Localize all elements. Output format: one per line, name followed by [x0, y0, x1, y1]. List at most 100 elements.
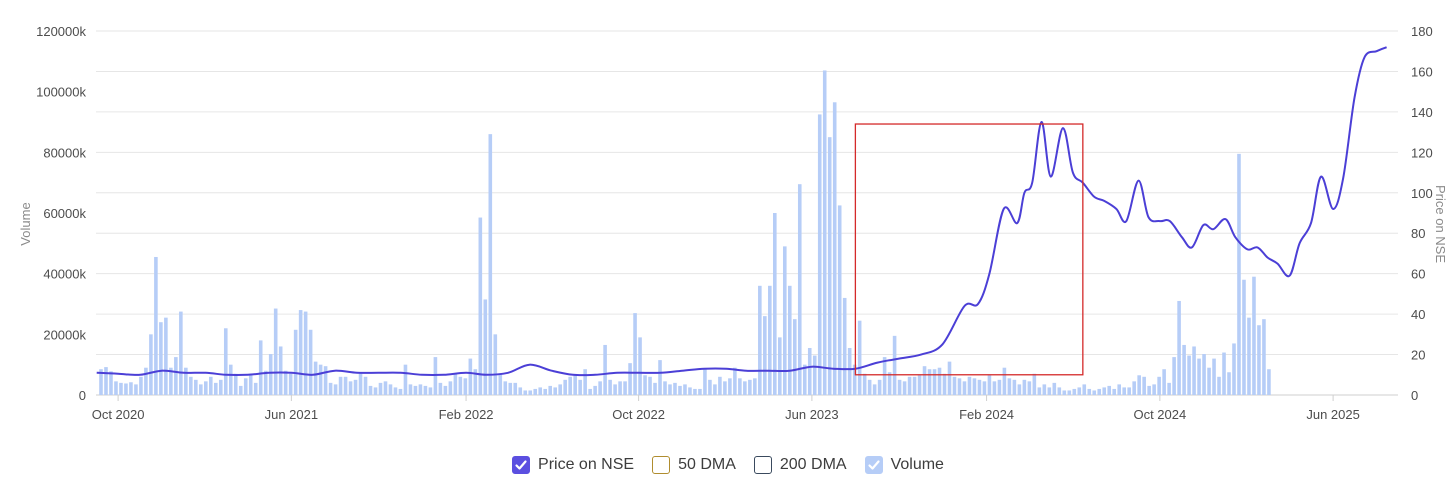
volume-bar [753, 378, 757, 395]
volume-bar [553, 387, 557, 395]
volume-bar [573, 375, 577, 395]
volume-bar [1057, 387, 1062, 395]
volume-bar [423, 385, 428, 395]
volume-bar [947, 361, 952, 395]
volume-bar [443, 385, 448, 395]
volume-bar [568, 376, 572, 395]
volume-bar [792, 319, 797, 395]
volume-bar [1212, 358, 1216, 395]
volume-bar [413, 385, 418, 395]
volume-bar [643, 375, 647, 395]
volume-bar [962, 381, 967, 395]
volume-bar [1107, 385, 1112, 395]
volume-bar [668, 384, 672, 395]
volume-bar [1202, 354, 1206, 395]
volume-bar [159, 322, 163, 395]
volume-bar [1122, 387, 1126, 395]
volume-bar [558, 384, 562, 395]
volume-bar [104, 367, 108, 395]
volume-bar [1187, 355, 1191, 395]
volume-bar [403, 364, 408, 395]
volume-bar [164, 317, 168, 395]
gridlines [96, 30, 1398, 396]
volume-bar [303, 311, 308, 395]
volume-bar [1042, 384, 1047, 395]
legend-item-price[interactable]: Price on NSE [512, 456, 634, 474]
volume-bar [912, 376, 917, 395]
volume-bar [957, 378, 962, 395]
volume-bar [1132, 381, 1136, 395]
volume-bar [618, 381, 622, 395]
volume-bar [243, 378, 248, 395]
volume-bar [782, 246, 787, 395]
volume-bar [1022, 379, 1027, 395]
volume-bar [233, 373, 238, 395]
left-tick-label: 100000k [36, 85, 86, 100]
volume-bar [922, 366, 927, 395]
volume-bar [698, 388, 702, 395]
volume-bar [952, 376, 957, 395]
volume-bar [1242, 279, 1246, 395]
right-tick-label: 120 [1411, 145, 1433, 160]
volume-bar [1052, 382, 1057, 395]
volume-bar [398, 388, 403, 395]
volume-bar [353, 379, 358, 395]
volume-bar [393, 387, 398, 395]
volume-bar [438, 382, 443, 395]
volume-bar [139, 376, 143, 395]
volume-bar [248, 375, 253, 395]
volume-bar [763, 316, 767, 395]
volume-bar [603, 344, 607, 395]
volume-bar [144, 367, 148, 395]
right-axis-ticks: 0 20 40 60 80 100 120 140 160 180 [1411, 24, 1433, 403]
volume-bar [728, 378, 732, 395]
volume-bar [623, 381, 627, 395]
volume-bar [992, 381, 997, 395]
volume-bar [298, 310, 303, 395]
volume-bar [458, 376, 463, 395]
checkbox-checked-icon[interactable] [864, 456, 883, 474]
legend-item-volume[interactable]: Volume [864, 456, 944, 474]
volume-bar [608, 379, 612, 395]
volume-bar [1262, 319, 1266, 395]
volume-bar [154, 256, 158, 395]
volume-bar [184, 367, 188, 395]
volume-bar [837, 205, 842, 395]
volume-bar [1077, 387, 1082, 395]
checkbox-checked-icon[interactable] [512, 456, 531, 474]
volume-bar [533, 388, 538, 395]
y-left-axis-title: Volume [18, 202, 33, 245]
volume-bar [488, 134, 493, 395]
price-lines [96, 46, 1387, 377]
volume-bar [199, 384, 203, 395]
volume-bar [708, 379, 712, 395]
volume-bar [328, 382, 333, 395]
volume-bar [1137, 375, 1141, 395]
volume-bar [1192, 346, 1196, 395]
y-right-axis-title: Price on NSE [1433, 185, 1448, 263]
volume-bar [333, 384, 338, 395]
volume-bar [673, 382, 677, 395]
volume-bar [363, 376, 368, 395]
volume-bar [288, 373, 293, 395]
x-axis-ticks: Oct 2020 Jun 2021 Feb 2022 Oct 2022 Jun 2023… [92, 395, 1360, 422]
volume-bar [273, 308, 278, 395]
checkbox-unchecked-icon[interactable] [753, 456, 772, 474]
legend-label: 50 DMA [678, 456, 736, 473]
volume-bar [528, 390, 533, 395]
volume-bar [468, 358, 473, 395]
volume-bar [852, 364, 857, 395]
volume-bar [448, 381, 453, 395]
volume-bar [453, 373, 458, 395]
legend-item-50-dma[interactable]: 50 DMA [652, 456, 736, 474]
volume-bar [832, 102, 837, 396]
volume-bar [1082, 384, 1087, 395]
right-tick-label: 180 [1411, 24, 1433, 39]
volume-bar [578, 379, 582, 395]
checkbox-unchecked-icon[interactable] [652, 456, 671, 474]
volume-bar [1157, 376, 1161, 395]
volume-bar [1037, 387, 1042, 395]
volume-bar [1097, 388, 1102, 395]
volume-bar [253, 382, 258, 395]
legend-item-200-dma[interactable]: 200 DMA [753, 456, 847, 474]
